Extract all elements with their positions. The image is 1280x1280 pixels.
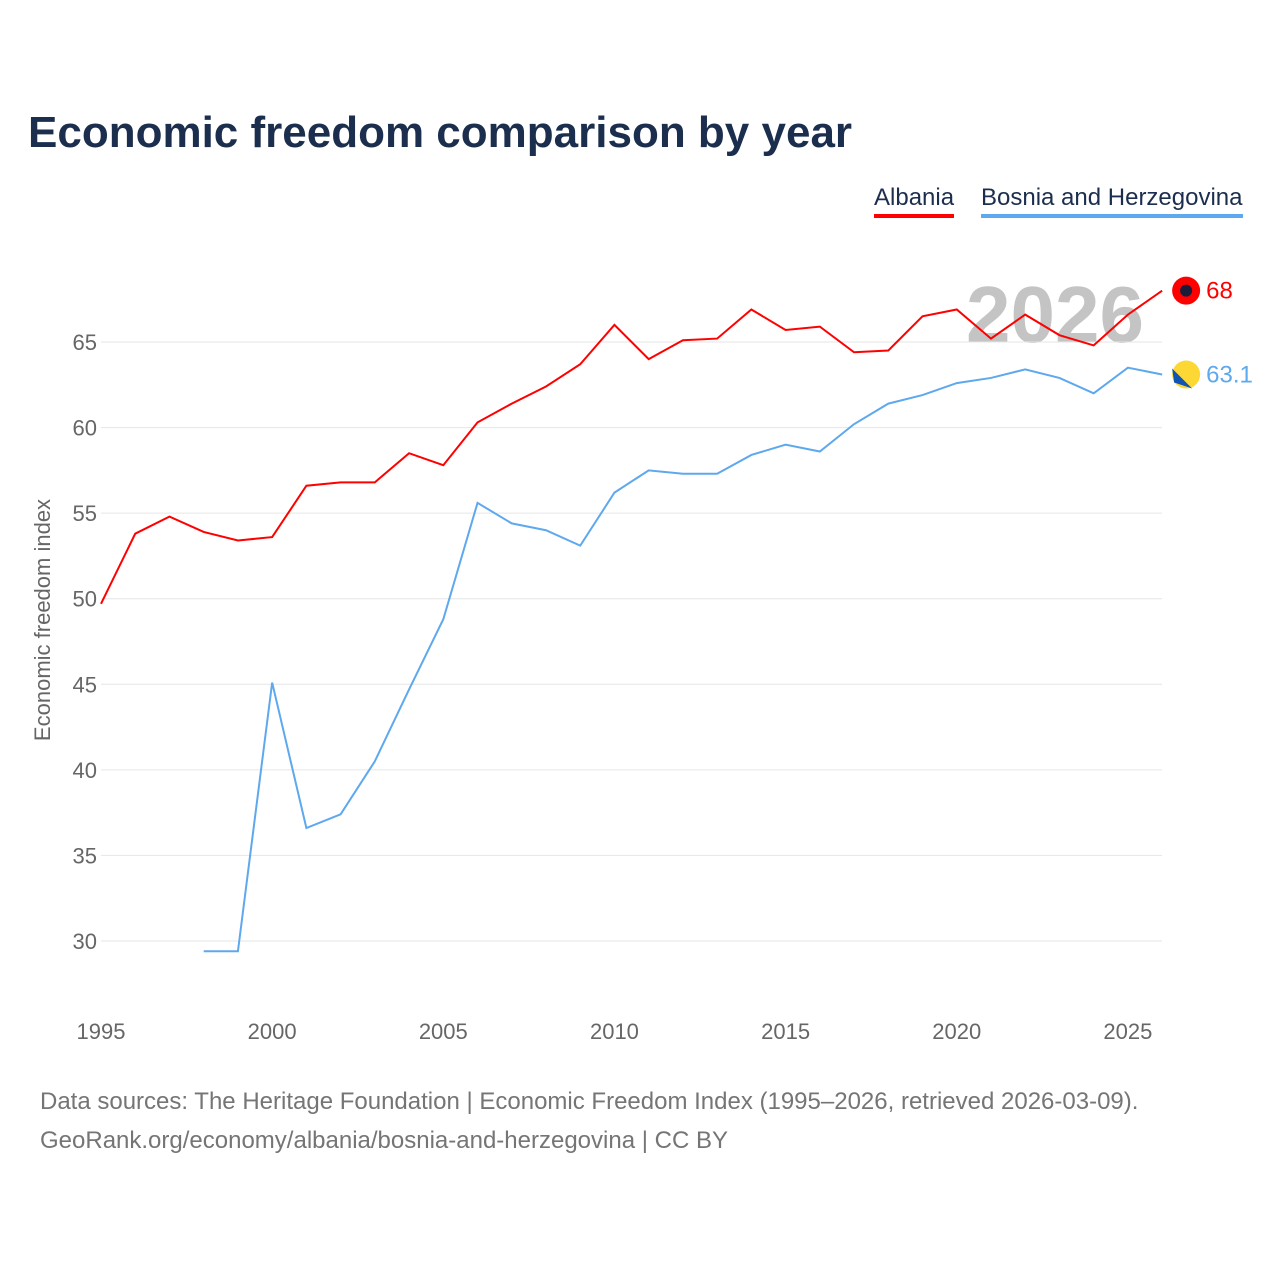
x-tick-label: 2010: [590, 1019, 639, 1044]
y-tick-label: 60: [73, 416, 97, 441]
end-value-label: 68: [1206, 278, 1233, 305]
end-value-label: 63.1: [1206, 362, 1253, 389]
series-line-albania: [100, 289, 1163, 605]
x-tick-label: 2015: [761, 1019, 810, 1044]
y-tick-label: 35: [73, 843, 97, 868]
y-tick-label: 30: [73, 929, 97, 954]
x-tick-label: 2020: [932, 1019, 981, 1044]
source-line: Data sources: The Heritage Foundation | …: [40, 1088, 1139, 1115]
year-watermark: 2026: [966, 270, 1144, 359]
y-axis-label: Economic freedom index: [30, 499, 55, 741]
y-tick-label: 50: [73, 587, 97, 612]
x-tick-label: 2000: [248, 1019, 297, 1044]
chart-title: Economic freedom comparison by year: [28, 108, 853, 157]
series-line-bosnia: [203, 366, 1163, 953]
bosnia-flag-triangle: [1172, 368, 1193, 389]
y-tick-label: 65: [73, 330, 97, 355]
source-url[interactable]: GeoRank.org/economy/albania/bosnia-and-h…: [40, 1127, 728, 1154]
x-tick-label: 1995: [77, 1019, 126, 1044]
x-tick-label: 2025: [1103, 1019, 1152, 1044]
y-tick-label: 40: [73, 758, 97, 783]
y-tick-label: 55: [73, 501, 97, 526]
legend-bosnia[interactable]: Bosnia and Herzegovina: [981, 184, 1243, 218]
legend-albania[interactable]: Albania: [874, 184, 955, 218]
x-tick-label: 2005: [419, 1019, 468, 1044]
y-tick-label: 45: [73, 672, 97, 697]
line-chart: 2026 30 35 40 45 50 55 60 65 1995 2000 2005 2010 201…: [30, 270, 1253, 1044]
albania-eagle: [1180, 284, 1193, 297]
